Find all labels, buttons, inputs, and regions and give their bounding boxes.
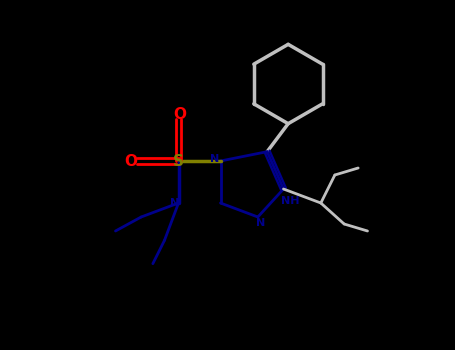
Text: O: O — [124, 154, 137, 168]
Text: N: N — [170, 198, 179, 208]
Text: NH: NH — [281, 196, 300, 206]
Text: S: S — [173, 154, 184, 168]
Text: N: N — [256, 218, 265, 228]
Text: O: O — [173, 107, 186, 122]
Text: N: N — [210, 154, 219, 164]
